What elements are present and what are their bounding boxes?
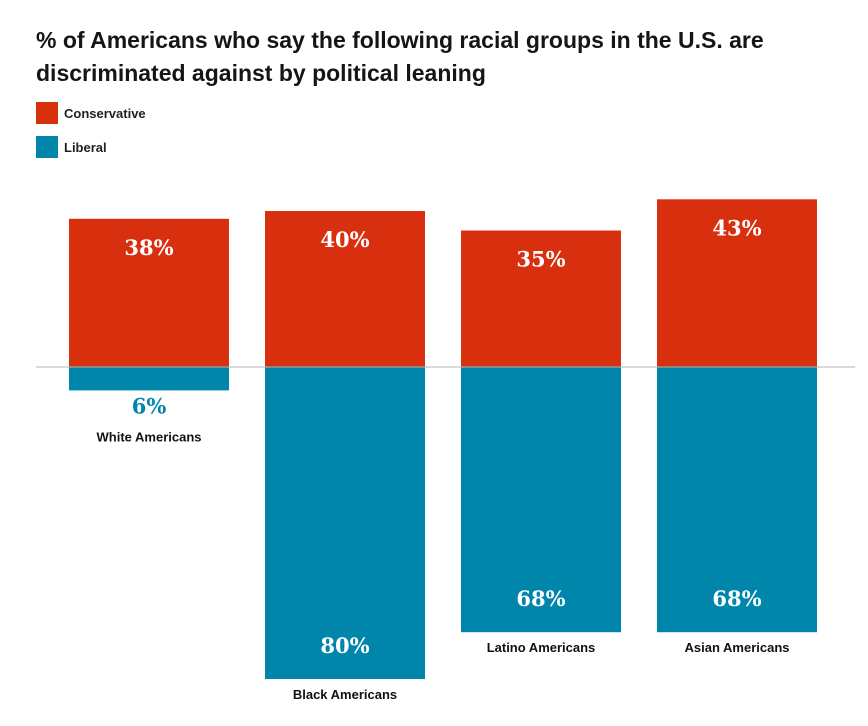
legend-item-conservative: Conservative — [36, 100, 146, 126]
value-label-conservative-white: 38% — [124, 235, 173, 260]
category-label-asian: Asian Americans — [684, 640, 789, 655]
bar-liberal-asian — [657, 367, 817, 633]
value-label-conservative-black: 40% — [320, 227, 369, 252]
value-label-liberal-black: 80% — [320, 633, 369, 658]
bar-conservative-asian — [657, 199, 817, 367]
value-label-liberal-latino: 68% — [516, 586, 565, 611]
value-label-conservative-asian: 43% — [712, 215, 761, 240]
bar-conservative-latino — [461, 230, 621, 367]
category-label-white: White Americans — [97, 429, 202, 444]
legend: Conservative Liberal — [36, 100, 146, 168]
legend-swatch-conservative — [36, 102, 58, 124]
category-label-latino: Latino Americans — [487, 640, 596, 655]
legend-label-conservative: Conservative — [64, 105, 146, 121]
value-label-conservative-latino: 35% — [516, 247, 565, 272]
bar-liberal-black — [265, 367, 425, 679]
value-label-liberal-white: 6% — [132, 393, 167, 418]
bar-liberal-latino — [461, 367, 621, 633]
chart-title: % of Americans who say the following rac… — [36, 27, 764, 86]
category-label-black: Black Americans — [293, 687, 397, 702]
bar-liberal-white — [69, 367, 229, 391]
bar-conservative-black — [265, 211, 425, 367]
value-label-liberal-asian: 68% — [712, 586, 761, 611]
legend-item-liberal: Liberal — [36, 134, 146, 160]
legend-swatch-liberal — [36, 136, 58, 158]
bar-conservative-white — [69, 218, 229, 367]
legend-label-liberal: Liberal — [64, 139, 107, 155]
